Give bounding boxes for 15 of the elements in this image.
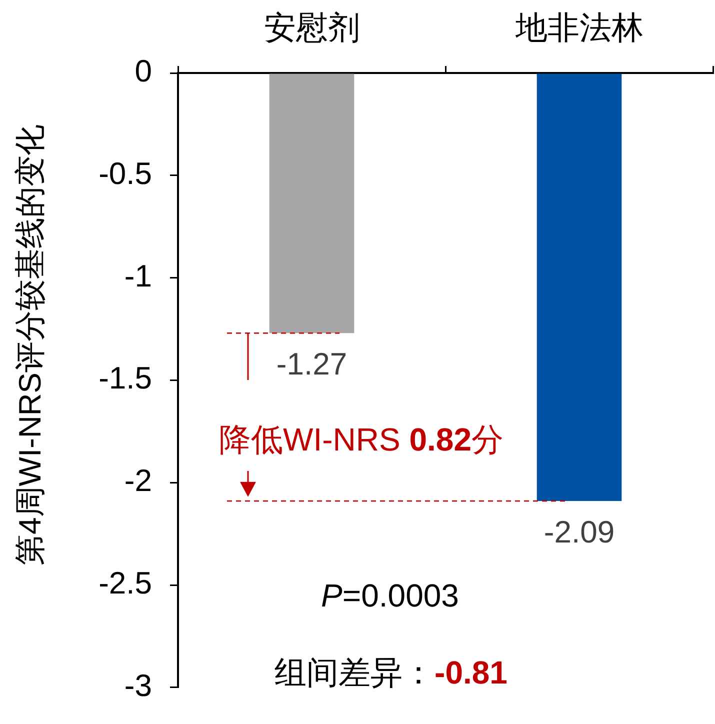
y-tick-label: -2 [124, 463, 152, 498]
x-tick-label: 安慰剂 [264, 10, 360, 46]
annotation: 降低WI-NRS 0.82分 [219, 422, 504, 458]
data-label: -2.09 [544, 514, 615, 550]
data-label: -1.27 [276, 346, 348, 382]
y-tick-label: -1 [124, 258, 152, 294]
x-tick-label: 地非法林 [514, 10, 644, 46]
y-tick-label: -0.5 [98, 156, 152, 191]
annotation: P=0.0003 [321, 578, 459, 614]
y-tick-label: -3 [124, 668, 152, 703]
annotation: 组间差异：-0.81 [274, 654, 508, 691]
y-tick-label: 0 [134, 54, 152, 89]
y-tick-label: -1.5 [98, 360, 152, 396]
y-axis-title: 第4周WI-NRS评分较基线的变化 [12, 124, 48, 566]
y-tick-label: -2.5 [98, 566, 152, 601]
